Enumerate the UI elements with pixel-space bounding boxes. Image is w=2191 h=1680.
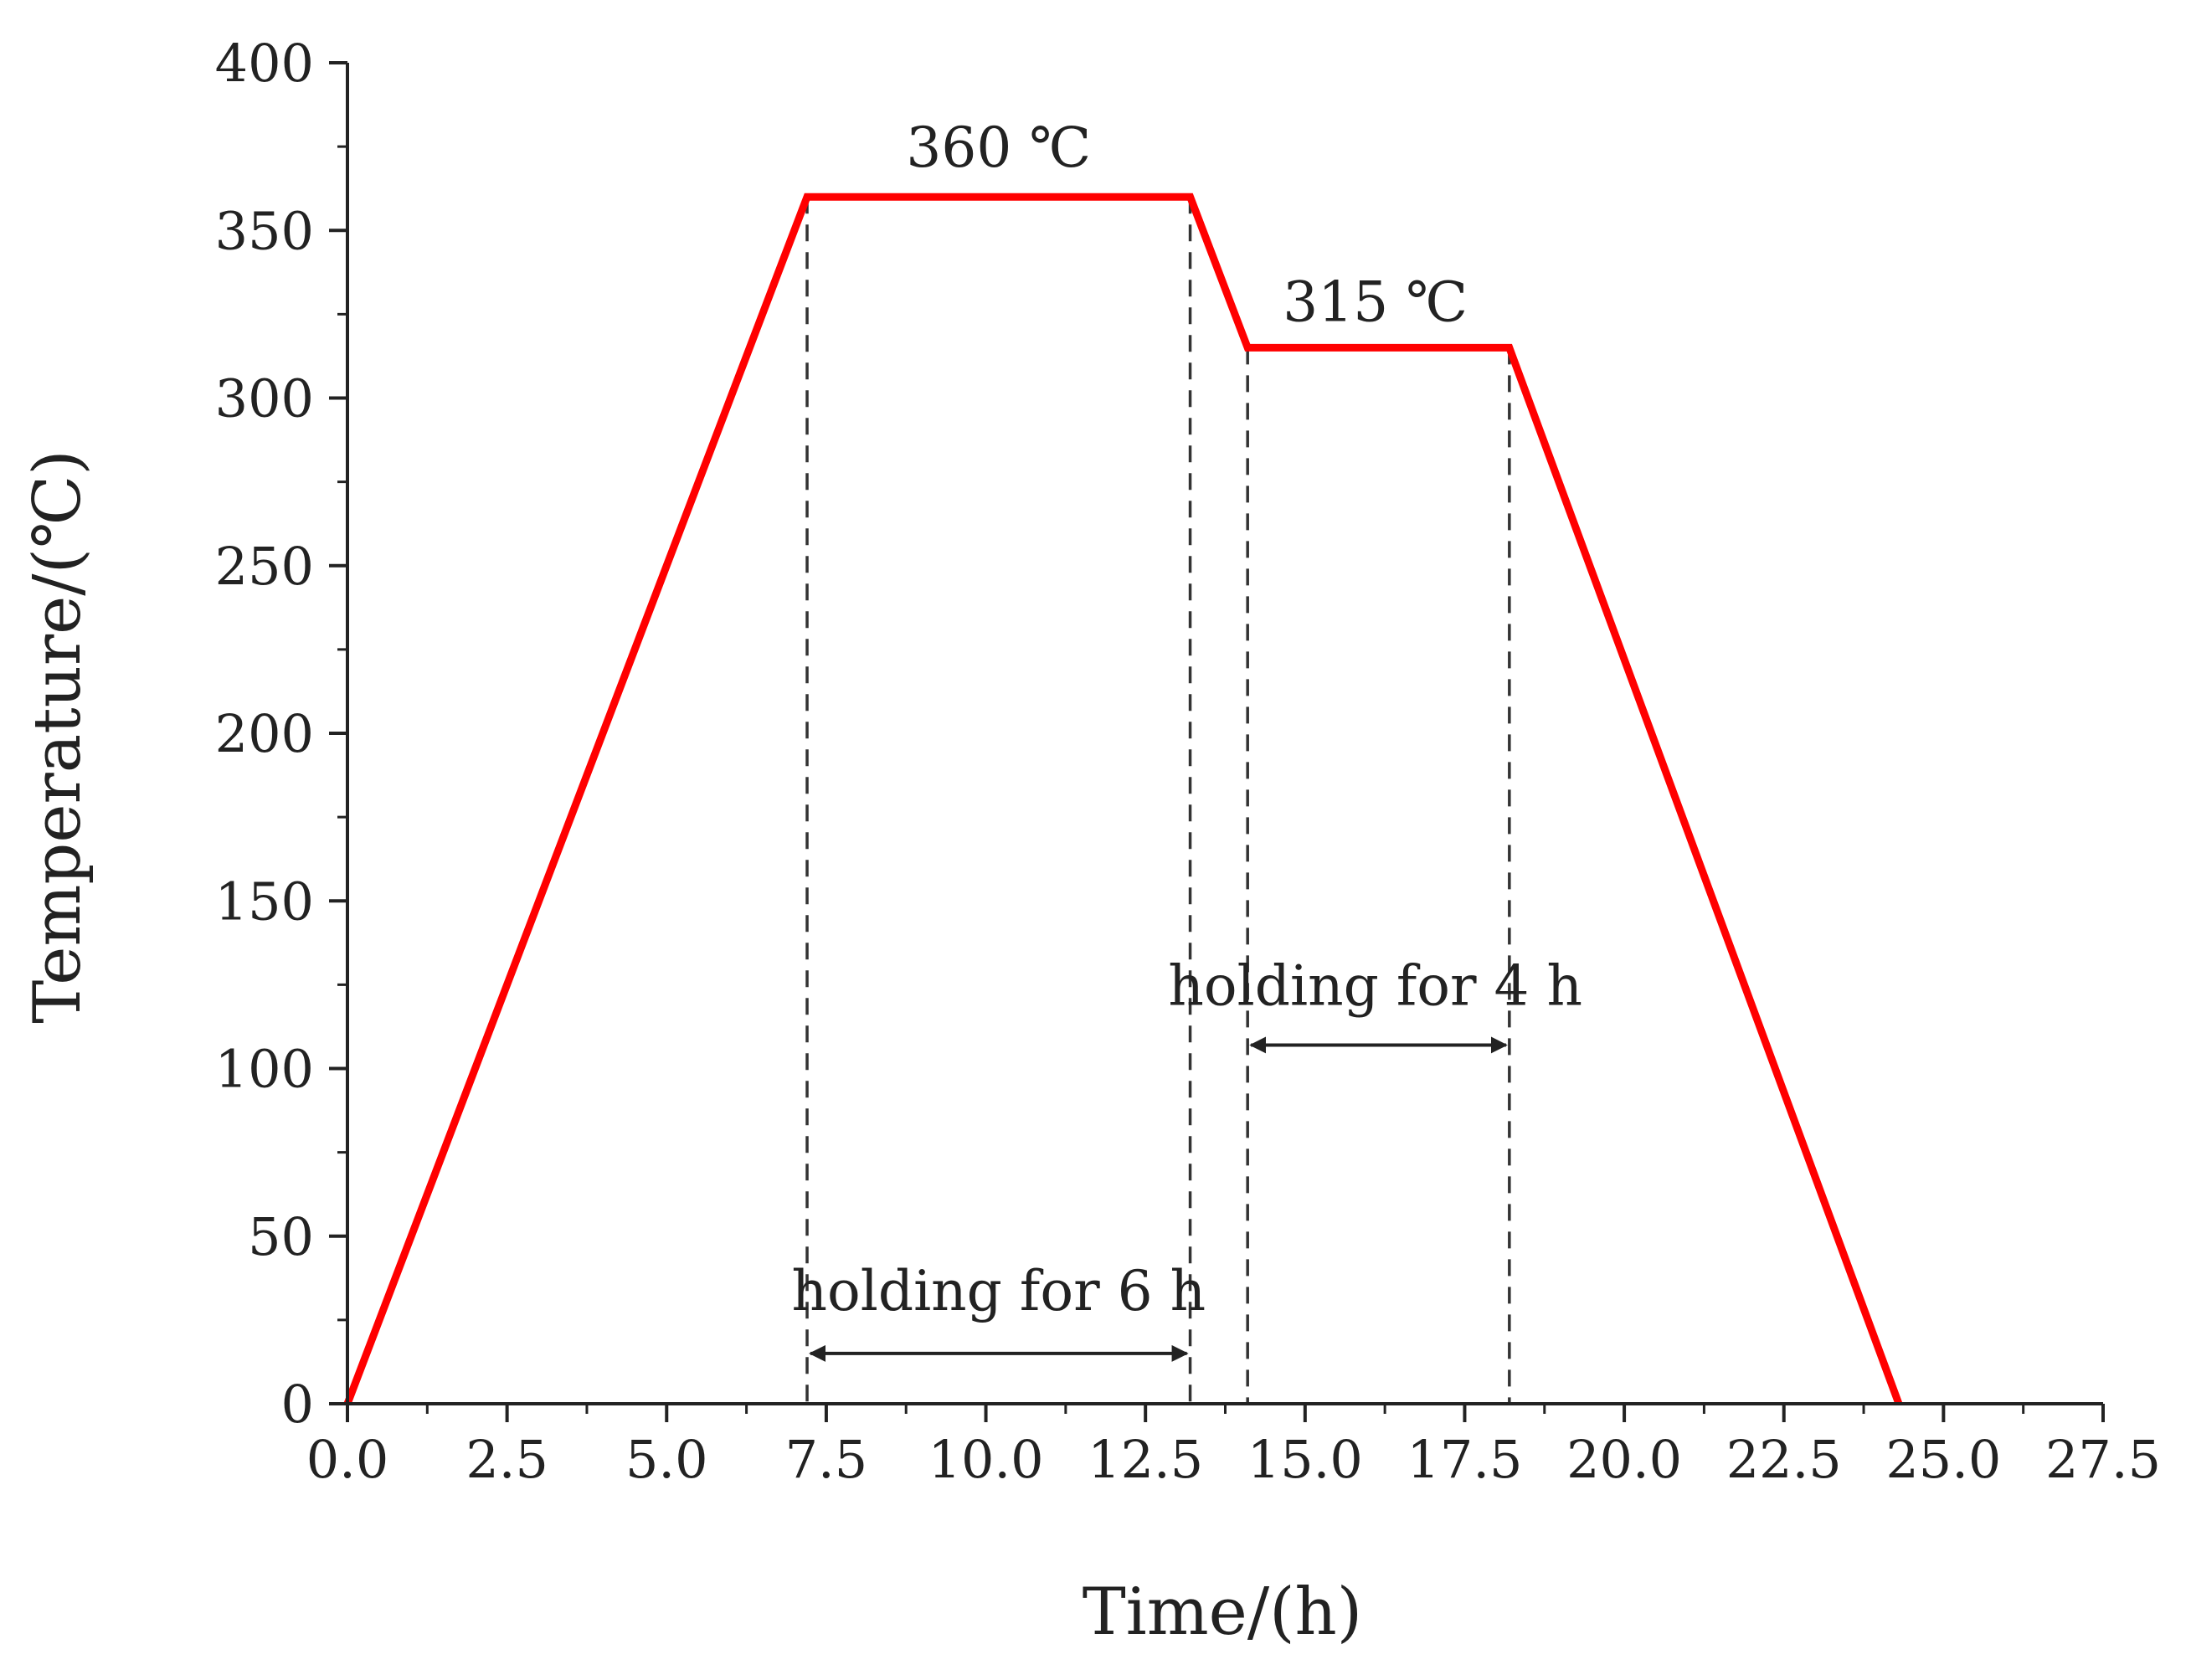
- x-tick-label: 0.0: [306, 1429, 389, 1490]
- annotation-label: 360 ℃: [906, 116, 1091, 180]
- annotation-label: holding for 6 h: [791, 1259, 1206, 1323]
- axes: 0.0 2.5 5.0 7.5 10.0 12.5 15.0 17.5 20.0 22.5 25.0…: [215, 33, 2161, 1490]
- y-tick-label: 250: [215, 536, 314, 597]
- x-tick-label: 12.5: [1088, 1429, 1203, 1490]
- x-tick-label: 10.0: [928, 1429, 1044, 1490]
- y-tick-label: 200: [215, 703, 314, 764]
- y-tick-label: 0: [281, 1374, 314, 1435]
- x-tick-label: 17.5: [1407, 1429, 1522, 1490]
- x-tick-label: 15.0: [1247, 1429, 1363, 1490]
- annotation-label: 315 ℃: [1283, 270, 1468, 334]
- x-tick-label: 2.5: [465, 1429, 548, 1490]
- y-tick-label: 150: [215, 871, 314, 932]
- annotation-label: holding for 4 h: [1168, 953, 1582, 1018]
- y-axis-title: Temperature/(℃): [20, 450, 95, 1023]
- series-line: [343, 193, 1903, 1405]
- temperature-series: [343, 193, 1903, 1405]
- annotations: 360 ℃ 315 ℃ holding for 6 h holding for 4 h: [791, 116, 1582, 1362]
- y-tick-label: 100: [215, 1039, 314, 1100]
- y-tick-label: 50: [248, 1206, 314, 1267]
- x-tick-label: 25.0: [1885, 1429, 2001, 1490]
- x-tick-label: 22.5: [1726, 1429, 1842, 1490]
- y-tick-label: 400: [215, 33, 314, 94]
- y-tick-label: 300: [215, 368, 314, 429]
- dashed-guide-lines: [805, 197, 1511, 1404]
- x-tick-label: 20.0: [1566, 1429, 1682, 1490]
- x-tick-label: 7.5: [785, 1429, 868, 1490]
- x-axis-title: Time/(h): [1083, 1575, 1362, 1650]
- y-tick-label: 350: [215, 200, 314, 261]
- x-tick-label: 5.0: [625, 1429, 708, 1490]
- x-tick-label: 27.5: [2045, 1429, 2161, 1490]
